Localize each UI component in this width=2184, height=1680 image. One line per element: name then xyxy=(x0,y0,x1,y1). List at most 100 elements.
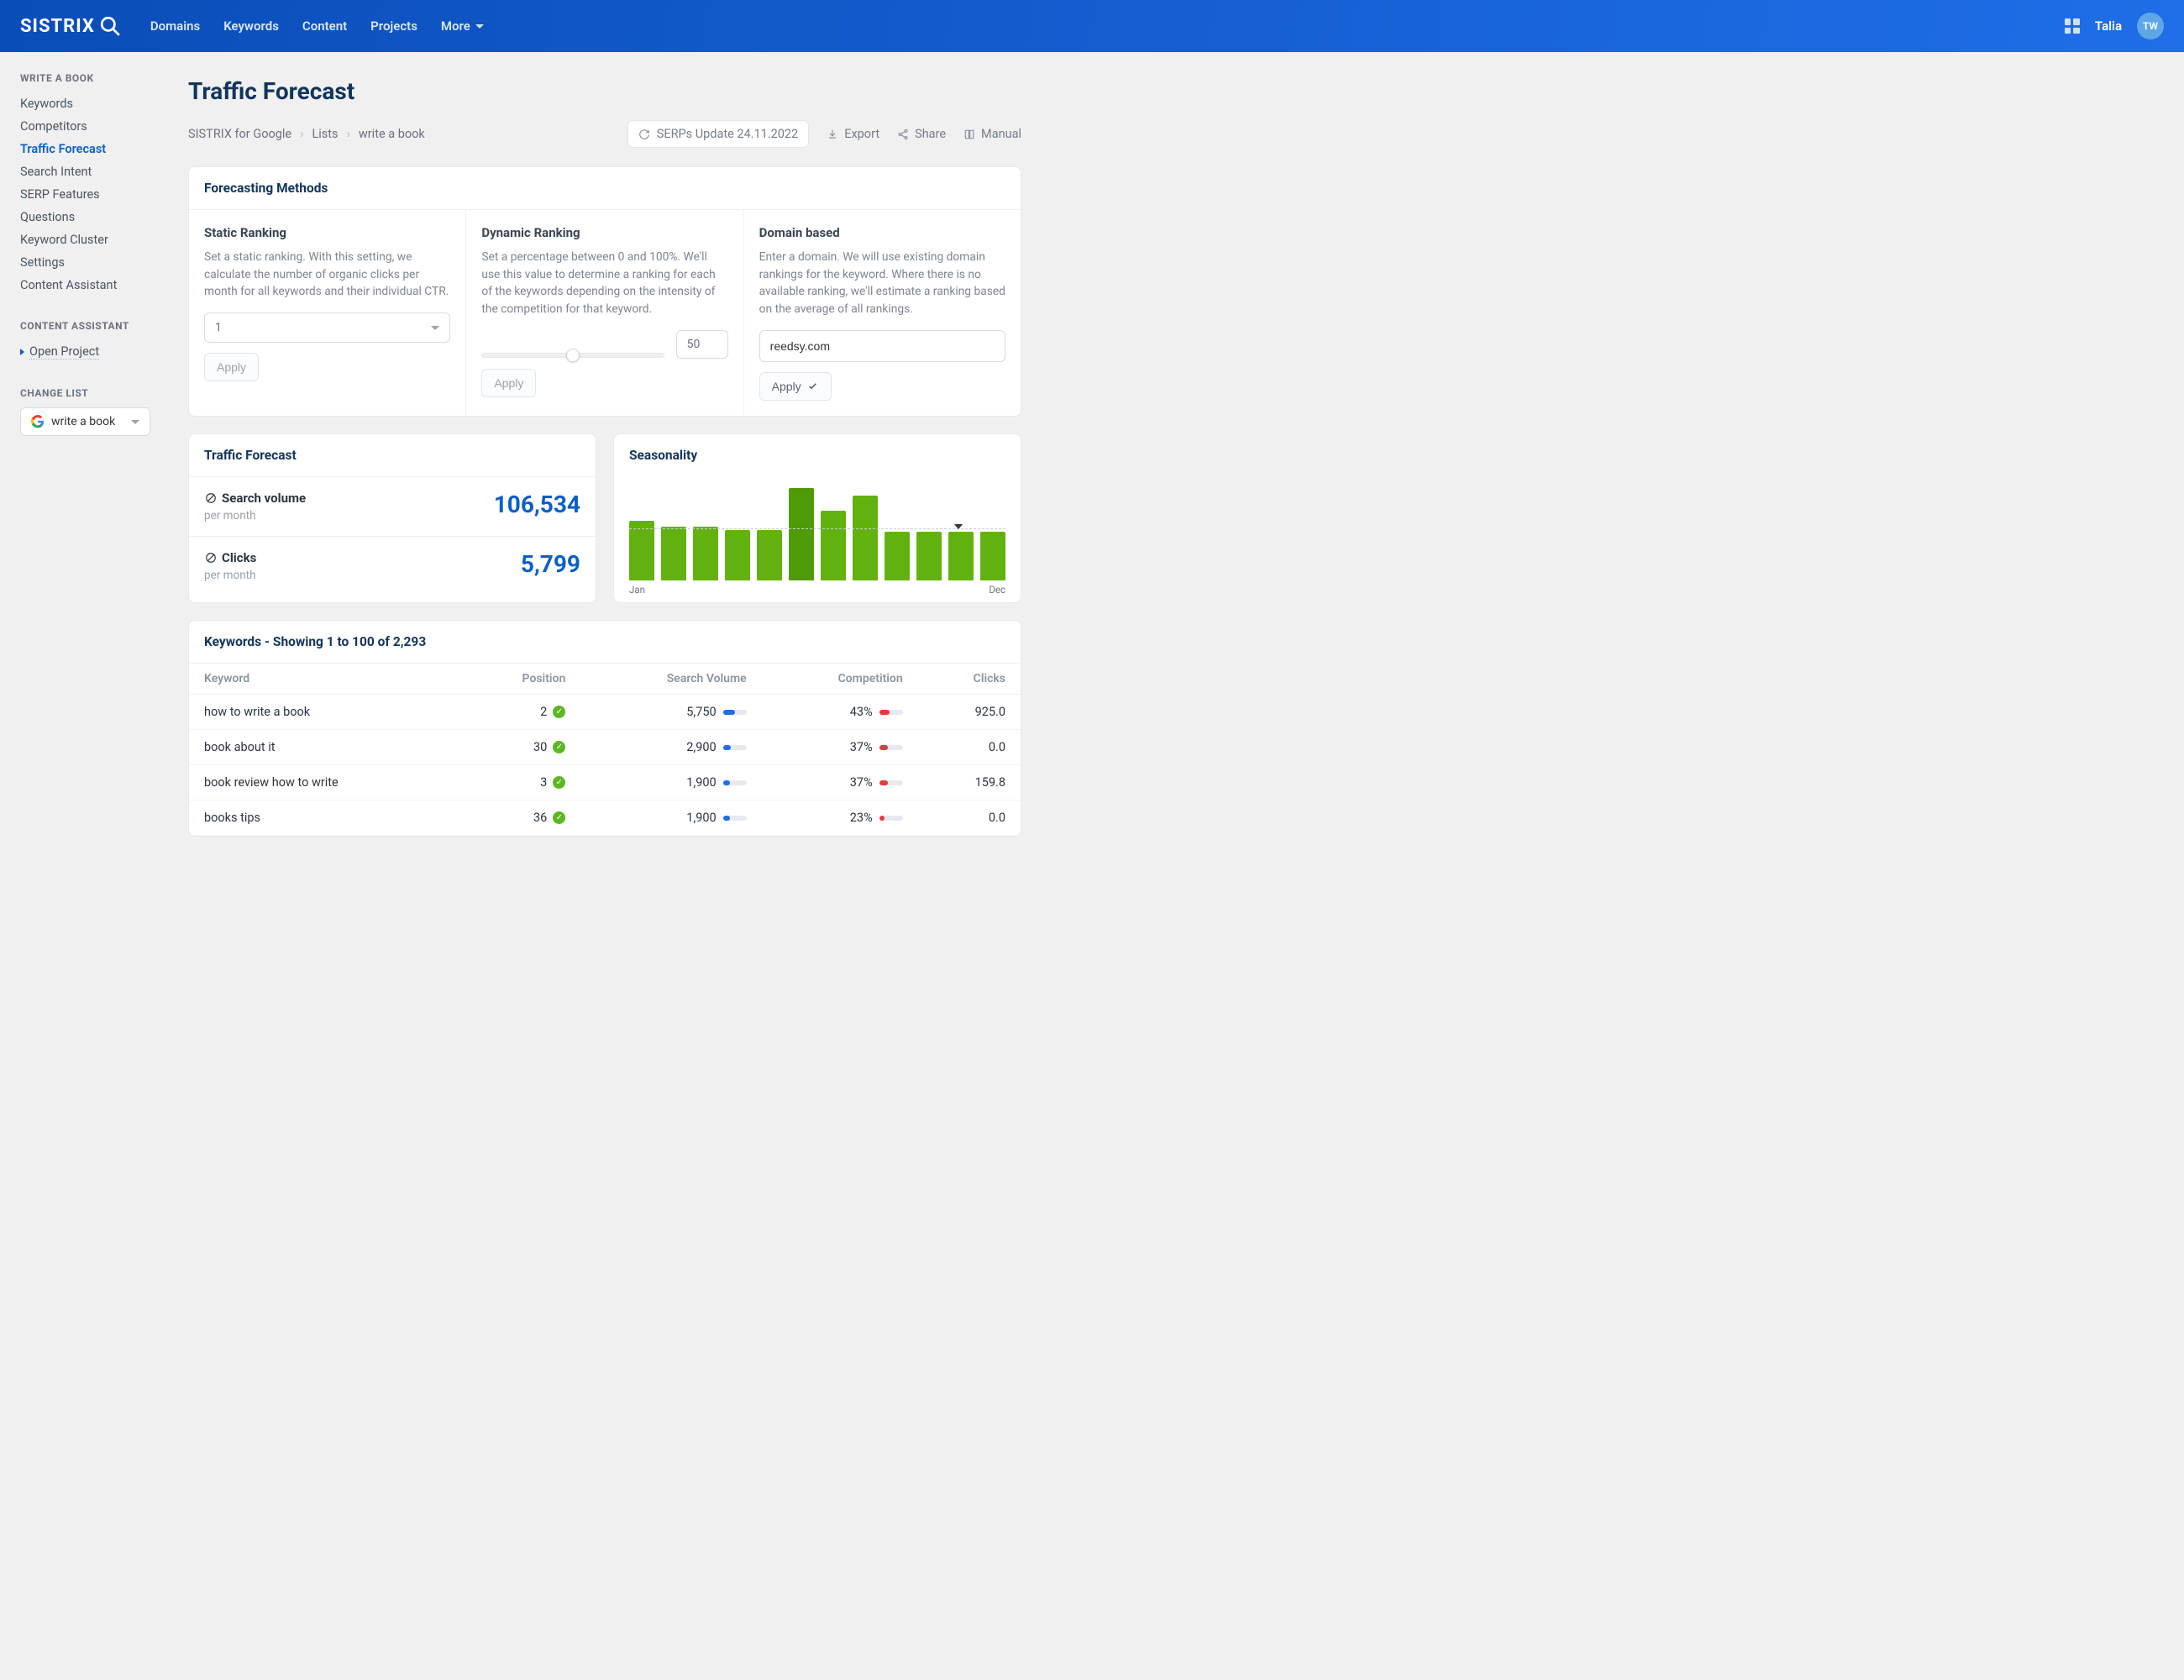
cell-keyword: books tips xyxy=(189,800,459,835)
apply-static-button[interactable]: Apply xyxy=(204,353,259,381)
metric-row: Clicksper month5,799 xyxy=(189,537,596,596)
sidebar-item[interactable]: Search Intent xyxy=(20,160,168,183)
check-icon: ✓ xyxy=(553,706,565,718)
method-dynamic: Dynamic Ranking Set a percentage between… xyxy=(466,210,743,416)
avatar[interactable]: TW xyxy=(2137,13,2164,39)
cell-comp: 23% xyxy=(762,800,918,835)
static-rank-select[interactable]: 1 xyxy=(204,312,450,343)
method-domain: Domain based Enter a domain. We will use… xyxy=(744,210,1021,416)
open-project-link[interactable]: Open Project xyxy=(20,340,168,364)
serps-update-button[interactable]: SERPs Update 24.11.2022 xyxy=(627,120,810,148)
table-row[interactable]: books tips36 ✓1,90023%0.0 xyxy=(189,800,1021,835)
breadcrumb-row: SISTRIX for Google › Lists › write a boo… xyxy=(188,120,1021,148)
sidebar-item[interactable]: Keyword Cluster xyxy=(20,228,168,251)
sidebar-list: KeywordsCompetitorsTraffic ForecastSearc… xyxy=(20,92,168,297)
metric-value: 5,799 xyxy=(521,550,580,578)
export-button[interactable]: Export xyxy=(826,127,879,141)
bars xyxy=(629,488,1005,580)
cell-comp: 37% xyxy=(762,764,918,800)
method-desc: Enter a domain. We will use existing dom… xyxy=(759,249,1005,318)
crumb[interactable]: write a book xyxy=(359,127,425,141)
nav-label: Projects xyxy=(370,18,417,34)
cell-keyword: how to write a book xyxy=(189,694,459,729)
cell-sv: 1,900 xyxy=(580,800,761,835)
col-header[interactable]: Position xyxy=(459,663,580,694)
metric-value: 106,534 xyxy=(494,491,580,518)
sidebar-item[interactable]: Settings xyxy=(20,251,168,274)
avg-icon xyxy=(204,551,217,564)
metric-row: Search volumeper month106,534 xyxy=(189,477,596,537)
card-title: Traffic Forecast xyxy=(189,434,596,477)
crumb[interactable]: Lists xyxy=(312,127,338,141)
cell-clicks: 0.0 xyxy=(918,729,1021,764)
bar xyxy=(693,527,718,580)
method-title: Static Ranking xyxy=(204,225,450,240)
table-row[interactable]: book review how to write3 ✓1,90037%159.8 xyxy=(189,764,1021,800)
cell-clicks: 0.0 xyxy=(918,800,1021,835)
method-desc: Set a static ranking. With this setting,… xyxy=(204,249,450,301)
bar xyxy=(821,511,846,580)
x-end: Dec xyxy=(989,584,1005,596)
nav-keywords[interactable]: Keywords xyxy=(223,18,279,34)
metrics-list: Search volumeper month106,534Clicksper m… xyxy=(189,477,596,596)
sidebar-item[interactable]: Traffic Forecast xyxy=(20,138,168,160)
crumb[interactable]: SISTRIX for Google xyxy=(188,127,291,141)
dynamic-value-box[interactable]: 50 xyxy=(676,330,728,359)
col-header[interactable]: Search Volume xyxy=(580,663,761,694)
cell-clicks: 925.0 xyxy=(918,694,1021,729)
table-row[interactable]: book about it30 ✓2,90037%0.0 xyxy=(189,729,1021,764)
brand-name: SISTRIX xyxy=(20,16,95,37)
bar xyxy=(789,488,814,580)
apply-dynamic-button[interactable]: Apply xyxy=(481,369,536,397)
book-icon xyxy=(963,128,975,140)
keywords-card: Keywords - Showing 1 to 100 of 2,293 Key… xyxy=(188,620,1021,837)
nav-projects[interactable]: Projects xyxy=(370,18,417,34)
open-project-label: Open Project xyxy=(29,344,99,360)
cell-keyword: book review how to write xyxy=(189,764,459,800)
check-icon: ✓ xyxy=(553,811,565,824)
nav-label: More xyxy=(441,18,470,34)
share-button[interactable]: Share xyxy=(896,127,946,141)
seasonality-card: Seasonality Jan Dec xyxy=(613,433,1021,603)
methods-row: Static Ranking Set a static ranking. Wit… xyxy=(189,210,1021,416)
user-name[interactable]: Talia xyxy=(2095,18,2122,34)
traffic-forecast-card: Traffic Forecast Search volumeper month1… xyxy=(188,433,596,603)
col-header[interactable]: Keyword xyxy=(189,663,459,694)
export-label: Export xyxy=(844,127,879,141)
col-header[interactable]: Clicks xyxy=(918,663,1021,694)
table-row[interactable]: how to write a book2 ✓5,75043%925.0 xyxy=(189,694,1021,729)
dynamic-slider[interactable] xyxy=(481,353,664,358)
nav-content[interactable]: Content xyxy=(302,18,347,34)
x-axis: Jan Dec xyxy=(629,584,1005,596)
nav-more[interactable]: More xyxy=(441,18,484,34)
bar xyxy=(885,532,910,580)
cell-comp: 37% xyxy=(762,729,918,764)
cell-sv: 1,900 xyxy=(580,764,761,800)
col-header[interactable]: Competition xyxy=(762,663,918,694)
apps-icon[interactable] xyxy=(2065,18,2080,34)
bar xyxy=(980,532,1005,580)
cell-position: 3 ✓ xyxy=(459,764,580,800)
card-title: Keywords - Showing 1 to 100 of 2,293 xyxy=(189,621,1021,663)
method-static: Static Ranking Set a static ranking. Wit… xyxy=(189,210,466,416)
sidebar-item[interactable]: Keywords xyxy=(20,92,168,115)
brand-logo[interactable]: SISTRIX xyxy=(20,14,122,38)
sidebar-item[interactable]: Content Assistant xyxy=(20,274,168,297)
bar xyxy=(948,532,974,580)
google-g-icon xyxy=(31,415,45,428)
card-title: Seasonality xyxy=(614,434,1021,476)
sidebar-item[interactable]: SERP Features xyxy=(20,183,168,206)
x-start: Jan xyxy=(629,584,645,596)
apply-domain-button[interactable]: Apply xyxy=(759,372,832,401)
nav-domains[interactable]: Domains xyxy=(150,18,200,34)
manual-button[interactable]: Manual xyxy=(963,127,1021,141)
two-col: Traffic Forecast Search volumeper month1… xyxy=(188,433,1021,620)
cell-comp: 43% xyxy=(762,694,918,729)
sidebar-item[interactable]: Questions xyxy=(20,206,168,228)
change-list-select[interactable]: write a book xyxy=(20,407,150,436)
forecasting-methods-card: Forecasting Methods Static Ranking Set a… xyxy=(188,166,1021,417)
sidebar-item[interactable]: Competitors xyxy=(20,115,168,138)
domain-input[interactable] xyxy=(759,330,1005,362)
bar xyxy=(661,527,686,580)
slider-thumb[interactable] xyxy=(566,349,580,362)
